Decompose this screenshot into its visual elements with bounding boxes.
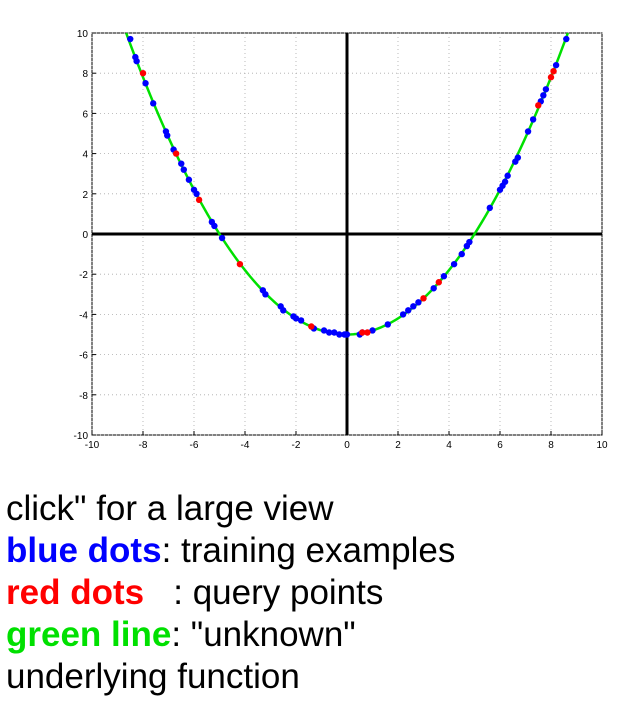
training-point [320,327,328,334]
training-point [384,321,391,328]
query-point [139,70,147,77]
query-point [547,74,555,81]
query-point [535,102,542,109]
green-line-text: : "unknown" [171,615,356,654]
query-point [195,196,203,204]
red-dots-text: : query points [144,573,384,612]
x-tick-label: 10 [596,440,608,451]
training-point [405,307,412,314]
training-point [542,86,550,93]
training-point [180,166,187,173]
y-tick-label: 0 [82,230,88,241]
query-point [236,260,244,268]
query-point [420,295,427,302]
training-point [552,61,560,69]
training-point [142,80,149,87]
x-tick-label: 4 [446,440,452,451]
query-point [172,150,180,157]
training-point [514,154,522,161]
training-point [440,273,448,280]
training-point [501,178,509,185]
x-tick-label: 8 [548,440,554,451]
y-tick-label: -10 [74,431,89,442]
training-point [415,299,422,306]
training-point [486,204,493,212]
training-point [262,291,269,298]
training-point [399,311,407,318]
caption-line-red: red dots : query points [6,572,606,614]
caption-line-blue: blue dots: training examples [6,530,606,572]
x-tick-label: 0 [344,440,350,451]
training-point [563,35,570,43]
y-tick-label: -2 [79,270,88,281]
y-tick-label: -4 [79,310,88,321]
y-tick-label: 6 [82,109,88,120]
caption: click" for a large view blue dots: train… [6,488,606,698]
y-tick-label: 4 [82,150,88,161]
blue-dots-text: : training examples [161,531,456,570]
training-point [325,329,333,336]
caption-line-underlying: underlying function [6,657,300,696]
training-point [280,307,287,314]
training-point [466,238,473,246]
chart-plot: -10 -8 -6 -4 -2 0 2 4 6 8 10 -10 -8 -6 -4 -2 0 2 4 6 8 10 [74,29,608,451]
x-tick-label: -2 [292,440,301,451]
x-tick-label: 2 [395,440,401,451]
training-point [292,315,300,322]
query-point [308,323,315,330]
x-tick-label: -6 [190,440,199,451]
y-tick-label: 8 [82,69,88,80]
training-point [331,329,338,336]
y-tick-label: -6 [79,351,88,362]
query-point [435,279,442,286]
query-point [550,67,557,75]
training-point [369,327,376,334]
training-point [178,160,185,167]
x-tick-label: -4 [241,440,250,451]
data-points [127,35,570,338]
caption-line-green: green line: "unknown" [6,614,606,656]
training-point [336,331,343,338]
training-point [150,100,157,107]
training-point [540,92,547,99]
training-point [504,172,511,179]
green-line-label: green line [6,615,172,654]
training-point [218,234,226,242]
x-tick-label: 6 [497,440,503,451]
training-point [164,132,171,139]
query-point [359,329,366,336]
training-point [524,128,532,135]
query-point [364,329,371,336]
blue-dots-label: blue dots [6,531,162,570]
training-point [127,35,134,43]
axes-lines [92,33,602,435]
training-point [133,57,140,65]
training-point [343,331,351,338]
training-point [185,176,193,183]
red-dots-label: red dots [6,573,145,612]
training-point [211,222,218,230]
training-point [297,317,305,324]
training-point [450,260,458,268]
y-tick-label: 2 [82,190,88,201]
training-point [410,303,417,310]
caption-line-large-view: click" for a large view [6,489,334,528]
y-tick-label: 10 [77,29,89,40]
training-point [430,285,437,292]
training-point [193,190,200,197]
x-tick-label: -8 [139,440,148,451]
training-point [529,116,537,123]
training-point [458,250,465,258]
y-tick-label: -8 [79,391,88,402]
x-tick-label: -10 [85,440,100,451]
